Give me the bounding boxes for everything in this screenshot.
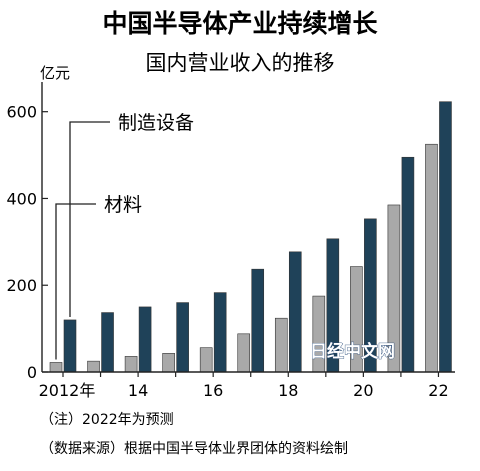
y-tick-label-400: 400	[6, 189, 37, 208]
bars-group	[49, 101, 452, 373]
x-ticks-group: 2012年 14 16 18 20 22	[39, 372, 449, 400]
legend-label-materials: 材料	[104, 194, 142, 216]
bar-equipment-2021	[401, 156, 415, 373]
x-tick-label-2014: 14	[128, 381, 148, 400]
x-tick-label-2012: 2012年	[39, 381, 96, 400]
x-tick-label-2020: 20	[353, 381, 373, 400]
bar-materials-2013	[87, 360, 100, 373]
y-tick-label-600: 600	[6, 103, 37, 122]
legend-leader-equipment	[69, 121, 110, 317]
bar-materials-2014	[124, 356, 138, 373]
legend-leader-materials	[55, 203, 96, 360]
bar-equipment-2012	[63, 319, 77, 373]
bar-materials-2017	[237, 333, 251, 373]
chart-title: 中国半导体产业持续增长	[102, 9, 378, 38]
bar-equipment-2018	[288, 251, 302, 373]
bar-materials-2022	[425, 143, 438, 373]
x-tick-label-2022: 22	[428, 381, 448, 400]
y-tick-label-200: 200	[6, 276, 37, 295]
bar-materials-2016	[199, 347, 213, 373]
bar-equipment-2015	[176, 302, 189, 373]
x-tick-label-2016: 16	[203, 381, 223, 400]
bar-materials-2015	[162, 353, 175, 373]
y-axis-unit: 亿元	[40, 64, 70, 82]
bar-equipment-2022	[439, 101, 452, 373]
bar-equipment-2017	[251, 268, 265, 373]
bar-materials-2018	[274, 317, 288, 373]
y-ticks-group: 0 200 400 600	[6, 103, 48, 382]
chart-subtitle: 国内营业收入的推移	[146, 51, 335, 75]
watermark: 日经中文网	[310, 341, 395, 362]
x-tick-label-2018: 18	[278, 381, 298, 400]
bar-equipment-2014	[138, 306, 152, 373]
legend-label-equipment: 制造设备	[118, 112, 194, 134]
bar-materials-2012	[49, 362, 63, 373]
bar-equipment-2016	[213, 292, 227, 373]
note-forecast: （注）2022年为预测	[40, 412, 174, 428]
note-source: （数据来源）根据中国半导体业界团体的资料绘制	[40, 441, 348, 457]
bar-equipment-2013	[101, 312, 114, 373]
y-tick-label-0: 0	[27, 363, 37, 382]
